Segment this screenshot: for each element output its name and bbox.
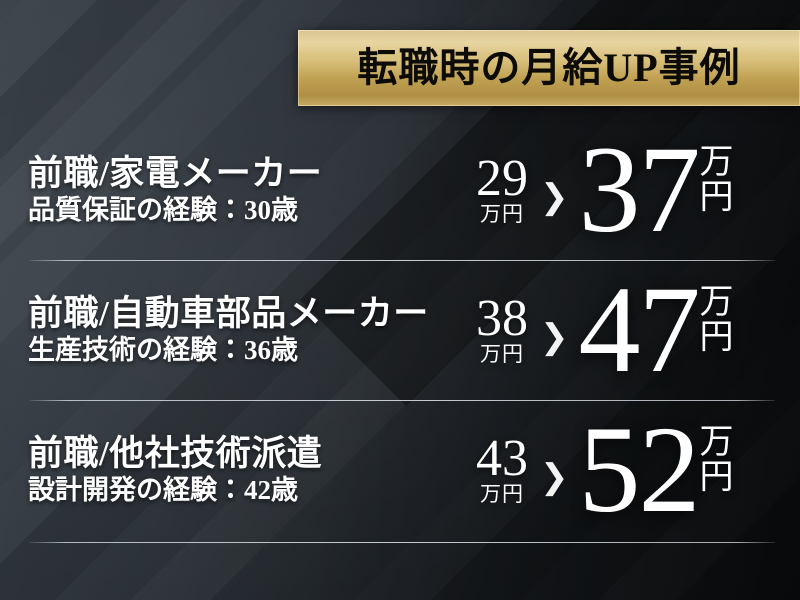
chevron-right-icon: ❯	[540, 318, 569, 356]
previous-job-title: 前職/他社技術派遣	[28, 433, 323, 473]
salary-before-unit: 万円	[480, 341, 524, 366]
chevron-right-icon: ❯	[540, 458, 569, 496]
salary-after: 37 万 円	[578, 120, 734, 258]
salary-after-unit-en: 円	[699, 318, 734, 356]
salary-after-unit: 万 円	[699, 423, 734, 496]
salary-after-value: 52	[578, 400, 701, 538]
previous-job-detail: 生産技術の経験：36歳	[28, 334, 298, 365]
chevron-right-icon: ❯	[540, 178, 569, 216]
salary-after-value: 37	[578, 120, 701, 258]
salary-after-unit: 万 円	[699, 283, 734, 356]
salary-after-unit-en: 円	[699, 458, 734, 496]
salary-after: 52 万 円	[578, 400, 734, 538]
salary-after-unit: 万 円	[699, 143, 734, 216]
salary-before-value: 38	[476, 290, 528, 348]
previous-job-detail: 品質保証の経験：30歳	[28, 194, 298, 225]
salary-before-value: 29	[476, 150, 528, 208]
row-divider	[30, 542, 775, 543]
case-description: 前職/自動車部品メーカー 生産技術の経験：36歳	[0, 295, 468, 365]
salary-change: 29 万円 ❯ 37 万 円	[468, 120, 800, 260]
salary-after: 47 万 円	[578, 260, 734, 398]
salary-before-unit: 万円	[480, 201, 524, 226]
case-row: 前職/他社技術派遣 設計開発の経験：42歳 43 万円 ❯ 52 万 円	[0, 400, 800, 540]
case-description: 前職/家電メーカー 品質保証の経験：30歳	[0, 155, 468, 225]
salary-change: 38 万円 ❯ 47 万 円	[468, 260, 800, 400]
salary-after-unit-man: 万	[699, 423, 734, 461]
case-row: 前職/自動車部品メーカー 生産技術の経験：36歳 38 万円 ❯ 47 万 円	[0, 260, 800, 400]
salary-before-value: 43	[476, 430, 528, 488]
previous-job-title: 前職/自動車部品メーカー	[28, 293, 429, 333]
salary-after-unit-man: 万	[699, 283, 734, 321]
row-divider	[30, 260, 775, 261]
salary-before: 38 万円	[476, 290, 528, 366]
previous-job-detail: 設計開発の経験：42歳	[28, 474, 298, 505]
title-banner: 転職時の月給UP事例	[298, 30, 800, 106]
case-row: 前職/家電メーカー 品質保証の経験：30歳 29 万円 ❯ 37 万 円	[0, 120, 800, 260]
salary-after-unit-en: 円	[699, 178, 734, 216]
previous-job-title: 前職/家電メーカー	[28, 153, 323, 193]
page-title: 転職時の月給UP事例	[357, 45, 741, 90]
case-description: 前職/他社技術派遣 設計開発の経験：42歳	[0, 435, 468, 505]
row-divider	[30, 400, 775, 401]
salary-before: 29 万円	[476, 150, 528, 226]
salary-before: 43 万円	[476, 430, 528, 506]
case-list: 前職/家電メーカー 品質保証の経験：30歳 29 万円 ❯ 37 万 円	[0, 120, 800, 543]
salary-after-unit-man: 万	[699, 143, 734, 181]
salary-before-unit: 万円	[480, 481, 524, 506]
salary-after-value: 47	[578, 260, 701, 398]
salary-change: 43 万円 ❯ 52 万 円	[468, 400, 800, 540]
